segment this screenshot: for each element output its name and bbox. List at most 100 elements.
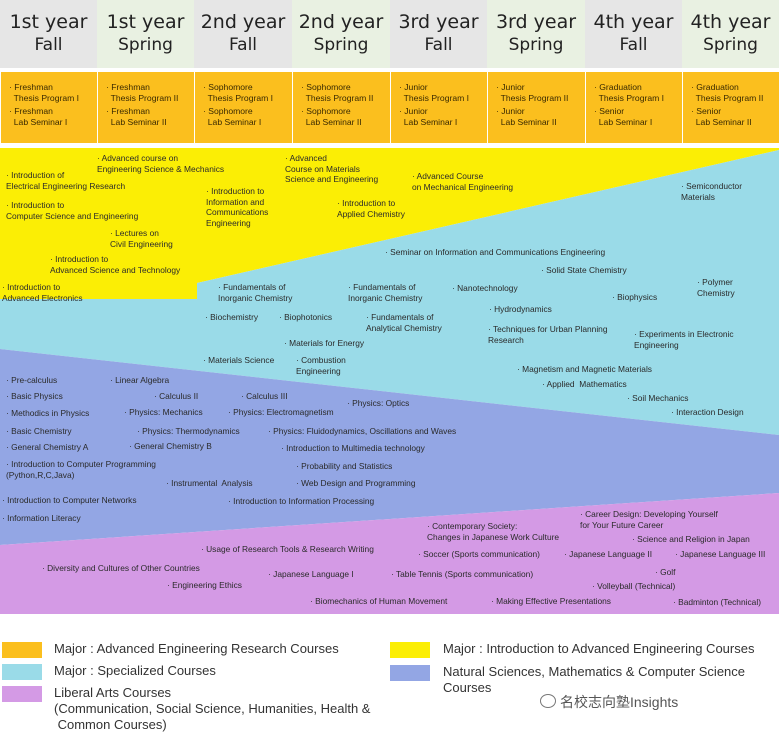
research-course: · Junior Lab Seminar II: [496, 106, 557, 127]
header-1st-spring: 1st year Spring: [97, 0, 194, 68]
specialized-course: Hydrodynamics: [489, 304, 552, 315]
intro-course: Advanced Course on Mechanical Engineerin…: [412, 171, 513, 192]
liberal-course: Japanese Language I: [268, 569, 354, 580]
header-term: Spring: [118, 35, 173, 55]
liberal-course: Science and Religion in Japan: [632, 534, 750, 545]
header-year: 4th year: [690, 11, 771, 33]
natural-course: Introduction to Computer Programming (Py…: [6, 459, 156, 480]
natural-course: Introduction to Multimedia technology: [281, 443, 425, 454]
natural-course: Probability and Statistics: [296, 461, 392, 472]
intro-course: Introduction to Information and Communic…: [206, 186, 268, 228]
research-cell: · Freshman Thesis Program I · Freshman L…: [0, 72, 98, 143]
header-year: 1st year: [9, 11, 88, 33]
natural-course: Calculus II: [154, 391, 198, 402]
liberal-course: Engineering Ethics: [167, 580, 242, 591]
specialized-course: Combustion Engineering: [296, 355, 346, 376]
research-course: · Sophomore Thesis Program I: [203, 82, 274, 103]
header-1st-fall: 1st year Fall: [0, 0, 97, 68]
liberal-course: Table Tennis (Sports communication): [391, 569, 533, 580]
legend-swatch-orange: [2, 642, 42, 658]
research-cell: · Junior Thesis Program II · Junior Lab …: [487, 72, 586, 143]
research-course: · Junior Lab Seminar I: [399, 106, 458, 127]
specialized-course: Semiconductor Materials: [681, 181, 742, 202]
research-cell: · Freshman Thesis Program II · Freshman …: [97, 72, 195, 143]
natural-course: Physics: Electromagnetism: [228, 407, 334, 418]
header-term: Spring: [508, 35, 564, 55]
legend-label: Natural Sciences, Mathematics & Computer…: [443, 664, 746, 695]
semester-header-row: 1st year Fall 1st year Spring 2nd year F…: [0, 0, 779, 68]
liberal-course: Contemporary Society: Changes in Japanes…: [427, 521, 559, 542]
research-course: · Senior Lab Seminar II: [691, 106, 752, 127]
research-cell: · Graduation Thesis Program II · Senior …: [682, 72, 779, 143]
research-course: · Freshman Lab Seminar II: [106, 106, 167, 127]
liberal-course: Badminton (Technical): [673, 597, 761, 608]
specialized-course: Seminar on Information and Communication…: [385, 247, 605, 258]
header-term: Fall: [619, 35, 648, 55]
specialized-course: Biochemistry: [205, 312, 258, 323]
liberal-course: Soccer (Sports communication): [418, 549, 540, 560]
specialized-course: Techniques for Urban Planning Research: [488, 324, 608, 345]
wechat-icon: [540, 694, 556, 708]
natural-course: Physics: Fluidodynamics, Oscillations an…: [268, 426, 456, 437]
intro-course: Introduction to Advanced Science and Tec…: [50, 254, 180, 275]
legend-swatch-cyan: [2, 664, 42, 680]
legend-label: Major : Specialized Courses: [54, 663, 216, 678]
specialized-course: Materials Science: [203, 355, 274, 366]
research-course: · Sophomore Lab Seminar I: [203, 106, 262, 127]
legend: Major : Advanced Engineering Research Co…: [0, 635, 779, 735]
legend-swatch-purple: [2, 686, 42, 702]
natural-course: General Chemistry A: [6, 442, 88, 453]
intro-course: Advanced Course on Materials Science and…: [285, 153, 378, 185]
specialized-course: Solid State Chemistry: [541, 265, 627, 276]
liberal-course: Career Design: Developing Yourself for Y…: [580, 509, 718, 530]
intro-course: Introduction of Electrical Engineering R…: [6, 170, 125, 191]
specialized-course: Applied Mathematics: [542, 379, 627, 390]
liberal-course: Japanese Language II: [564, 549, 652, 560]
header-4th-spring: 4th year Spring: [682, 0, 779, 68]
specialized-course: Fundamentals of Inorganic Chemistry: [348, 282, 422, 303]
intro-course: Introduction to Advanced Electronics: [2, 282, 83, 303]
liberal-course: Making Effective Presentations: [491, 596, 611, 607]
research-cell: · Sophomore Thesis Program I · Sophomore…: [194, 72, 293, 143]
research-cell: · Sophomore Thesis Program II · Sophomor…: [292, 72, 391, 143]
research-cell: · Junior Thesis Program I · Junior Lab S…: [390, 72, 488, 143]
specialized-course: Biophysics: [612, 292, 657, 303]
header-year: 2nd year: [200, 11, 286, 33]
specialized-course: Soil Mechanics: [627, 393, 688, 404]
natural-course: Calculus III: [241, 391, 287, 402]
natural-course: Methodics in Physics: [6, 408, 89, 419]
intro-course: Introduction to Applied Chemistry: [337, 198, 405, 219]
legend-label: Major : Introduction to Advanced Enginee…: [443, 641, 755, 656]
natural-course: Instrumental Analysis: [166, 478, 252, 489]
watermark: 名校志向塾Insights: [560, 694, 679, 710]
natural-course: Information Literacy: [2, 513, 81, 524]
legend-label: Major : Advanced Engineering Research Co…: [54, 641, 339, 656]
liberal-course: Biomechanics of Human Movement: [310, 596, 447, 607]
header-3rd-fall: 3rd year Fall: [390, 0, 487, 68]
liberal-course: Volleyball (Technical): [592, 581, 675, 592]
research-courses-row: · Freshman Thesis Program I · Freshman L…: [0, 72, 779, 143]
specialized-course: Biophotonics: [279, 312, 332, 323]
legend-label: Liberal Arts Courses (Communication, Soc…: [54, 685, 371, 732]
natural-course: Introduction to Information Processing: [228, 496, 374, 507]
intro-course: Lectures on Civil Engineering: [110, 228, 173, 249]
header-year: 3rd year: [398, 11, 479, 33]
natural-course: Web Design and Programming: [296, 478, 415, 489]
header-4th-fall: 4th year Fall: [585, 0, 682, 68]
natural-course: General Chemistry B: [129, 441, 212, 452]
specialized-course: Magnetism and Magnetic Materials: [517, 364, 652, 375]
natural-course: Basic Chemistry: [6, 426, 72, 437]
natural-course: Pre-calculus: [6, 375, 57, 386]
natural-course: Linear Algebra: [110, 375, 169, 386]
research-cell: · Graduation Thesis Program I · Senior L…: [585, 72, 683, 143]
header-term: Fall: [424, 35, 453, 55]
research-course: · Sophomore Lab Seminar II: [301, 106, 362, 127]
natural-course: Physics: Mechanics: [124, 407, 203, 418]
research-course: · Junior Thesis Program I: [399, 82, 470, 103]
specialized-course: Materials for Energy: [284, 338, 364, 349]
liberal-course: Diversity and Cultures of Other Countrie…: [42, 563, 200, 574]
research-course: · Freshman Thesis Program I: [9, 82, 80, 103]
header-term: Fall: [34, 35, 63, 55]
research-course: · Junior Thesis Program II: [496, 82, 569, 103]
